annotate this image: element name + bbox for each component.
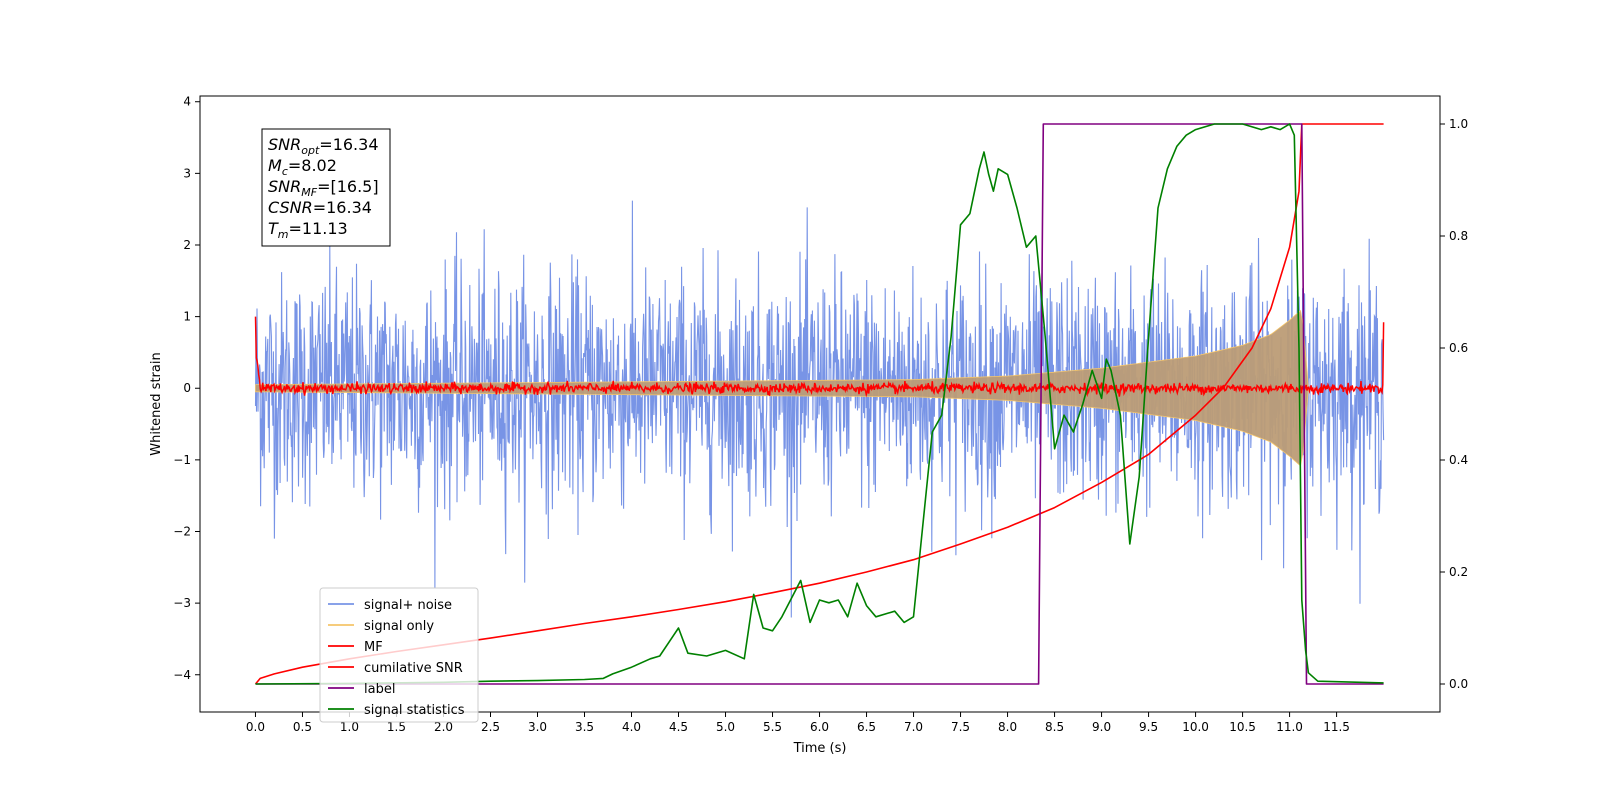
y-tick-label-left: 2 xyxy=(183,238,191,252)
annotation-subscript: opt xyxy=(301,144,320,157)
y-axis-left: 4 3 2 1 0 −1 −2 −3 −4 xyxy=(173,95,200,682)
series-signal-statistics-line xyxy=(255,123,1384,685)
annotation-subscript: c xyxy=(282,165,288,178)
annotation-frame xyxy=(261,128,391,247)
annotation-line: CSNR=16.34 xyxy=(268,198,372,217)
annotation-box: SNRopt=16.34Mc=8.02SNRMF=[16.5]CSNR=16.3… xyxy=(261,128,391,247)
x-tick-label: 11.5 xyxy=(1323,720,1350,734)
annotation-value: =11.13 xyxy=(289,219,348,238)
y-tick-label-left: 3 xyxy=(183,166,191,180)
x-tick-label: 7.0 xyxy=(904,720,923,734)
annotation-symbol: M xyxy=(268,156,282,175)
annotation-symbol: SNR xyxy=(268,177,301,196)
series-mf-line xyxy=(254,316,1385,398)
x-axis-label: Time (s) xyxy=(793,741,847,756)
x-tick-label: 9.5 xyxy=(1139,720,1158,734)
annotation-line: Mc=8.02 xyxy=(268,156,337,178)
y-tick-label-left: −3 xyxy=(173,596,191,610)
x-tick-label: 6.5 xyxy=(857,720,876,734)
annotation-symbol: SNR xyxy=(268,135,301,154)
x-tick-label: 10.5 xyxy=(1229,720,1256,734)
x-tick-label: 2.0 xyxy=(434,720,453,734)
x-tick-label: 10.0 xyxy=(1182,720,1209,734)
annotation-value: =8.02 xyxy=(288,156,337,175)
annotation-value: =16.34 xyxy=(319,135,378,154)
y-tick-label-right: 0.2 xyxy=(1449,565,1468,579)
x-tick-label: 9.0 xyxy=(1092,720,1111,734)
legend-label: label xyxy=(364,682,395,697)
annotation-symbol: T xyxy=(268,219,279,238)
y-tick-label-left: 0 xyxy=(183,381,191,395)
y-tick-label-right: 0.4 xyxy=(1449,453,1468,467)
annotation-line: SNRopt=16.34 xyxy=(268,135,379,157)
y-tick-label-left: −4 xyxy=(173,668,191,682)
annotation-symbol: CSNR xyxy=(268,198,313,217)
legend-label: signal statistics xyxy=(364,703,465,718)
legend-label: signal only xyxy=(364,619,434,634)
y-tick-label-left: 1 xyxy=(183,310,191,324)
y-axis-label: Whitened strain xyxy=(149,352,164,455)
x-tick-label: 5.0 xyxy=(716,720,735,734)
x-axis: 0.0 0.5 1.0 1.5 2.0 2.5 3.0 3.5 4.0 4.5 5.0 5.5 6.0 6… xyxy=(246,712,1350,734)
x-tick-label: 2.5 xyxy=(481,720,500,734)
legend: signal+ noise signal only MF cumilative SNR… xyxy=(319,587,479,723)
x-tick-label: 7.5 xyxy=(951,720,970,734)
annotation-line: Tm=11.13 xyxy=(268,219,348,241)
x-tick-label: 0.5 xyxy=(293,720,312,734)
y-tick-label-left: 4 xyxy=(183,95,191,109)
annotation-subscript: MF xyxy=(301,186,317,199)
annotation-value: =16.34 xyxy=(313,198,372,217)
x-tick-label: 8.5 xyxy=(1045,720,1064,734)
x-tick-label: 3.5 xyxy=(575,720,594,734)
y-tick-label-left: −2 xyxy=(173,524,191,538)
legend-label: signal+ noise xyxy=(364,598,452,613)
x-tick-label: 6.0 xyxy=(810,720,829,734)
x-tick-label: 1.0 xyxy=(340,720,359,734)
y-tick-label-right: 0.6 xyxy=(1449,341,1468,355)
x-tick-label: 5.5 xyxy=(763,720,782,734)
y-tick-label-right: 0.8 xyxy=(1449,229,1468,243)
annotation-line: SNRMF=[16.5] xyxy=(268,177,379,199)
x-tick-label: 4.0 xyxy=(622,720,641,734)
x-tick-label: 8.0 xyxy=(998,720,1017,734)
series-label-line xyxy=(255,123,1384,685)
x-tick-label: 0.0 xyxy=(246,720,265,734)
legend-label: cumilative SNR xyxy=(364,661,463,676)
y-tick-label-right: 0.0 xyxy=(1449,677,1468,691)
x-tick-label: 3.0 xyxy=(528,720,547,734)
legend-frame xyxy=(319,587,479,723)
series-signal-noise-line xyxy=(254,200,1385,618)
x-tick-label: 4.5 xyxy=(669,720,688,734)
legend-label: MF xyxy=(364,640,383,655)
annotation-value: =[16.5] xyxy=(317,177,379,196)
annotation-subscript: m xyxy=(278,228,289,241)
x-tick-label: 11.0 xyxy=(1276,720,1303,734)
series-signal-only-area xyxy=(255,309,1309,467)
y-axis-right: 0.0 0.2 0.4 0.6 0.8 1.0 xyxy=(1440,117,1468,691)
y-tick-label-right: 1.0 xyxy=(1449,117,1468,131)
y-tick-label-left: −1 xyxy=(173,453,191,467)
x-tick-label: 1.5 xyxy=(387,720,406,734)
